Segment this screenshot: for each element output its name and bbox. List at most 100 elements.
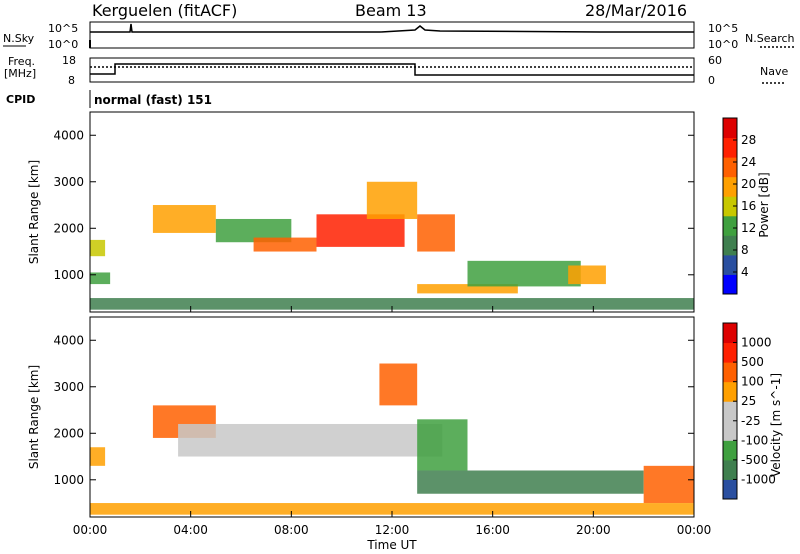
velocity-colorbar-frame bbox=[722, 322, 738, 500]
velocity-colorbar-swatch bbox=[723, 381, 737, 402]
power-echo-region bbox=[90, 272, 111, 285]
power-echo-region bbox=[417, 284, 518, 294]
power-colorbar-swatch bbox=[723, 254, 737, 275]
freq-left-tick-bottom: 8 bbox=[68, 74, 75, 87]
power-echo-region bbox=[215, 218, 292, 243]
freq-label-line1: Freq. bbox=[8, 55, 35, 68]
velocity-y-tick-label: 3000 bbox=[53, 380, 84, 394]
velocity-echo-region bbox=[90, 447, 106, 466]
power-echo-region bbox=[90, 239, 106, 257]
noise-trace bbox=[90, 23, 694, 33]
velocity-echo-region bbox=[417, 470, 644, 494]
power-colorbar-swatch bbox=[723, 274, 737, 295]
power-colorbar-tick-label: 8 bbox=[741, 243, 749, 257]
velocity-y-axis: 1000 2000 3000 4000 bbox=[53, 333, 694, 487]
noise-right-tick-bottom: 10^0 bbox=[708, 38, 738, 51]
velocity-colorbar-tick-label: -500 bbox=[741, 453, 768, 467]
velocity-echo-region bbox=[417, 419, 468, 471]
velocity-colorbar-swatch bbox=[723, 420, 737, 441]
velocity-colorbar-tick-label: -25 bbox=[741, 414, 761, 428]
velocity-colorbar-swatch bbox=[723, 459, 737, 480]
velocity-y-label: Slant Range [km] bbox=[27, 365, 41, 469]
velocity-colorbar-tick-label: 25 bbox=[741, 394, 756, 408]
velocity-colorbar: 1000 500 100 25 -25 -100 -500 -1000 bbox=[722, 322, 776, 500]
time-axis-label: Time UT bbox=[366, 538, 417, 552]
frequency-trace bbox=[90, 63, 694, 76]
velocity-y-tick-label: 1000 bbox=[53, 473, 84, 487]
power-colorbar-swatch bbox=[723, 157, 737, 178]
x-tick-label: 08:00 bbox=[274, 523, 309, 537]
power-echo-region bbox=[152, 205, 216, 233]
noise-right-label: N.Search bbox=[745, 32, 795, 45]
freq-right-tick-top: 60 bbox=[708, 54, 722, 67]
noise-left-tick-bottom: 10^0 bbox=[48, 38, 78, 51]
cpid-value: normal (fast) 151 bbox=[94, 93, 212, 107]
freq-left-tick-top: 18 bbox=[62, 54, 76, 67]
power-echo-region bbox=[253, 237, 317, 252]
station-title: Kerguelen (fitACF) bbox=[92, 1, 237, 20]
power-echo-region bbox=[417, 214, 455, 252]
velocity-y-tick-label: 2000 bbox=[53, 426, 84, 440]
frequency-panel: Freq. [MHz] 18 8 60 0 Nave bbox=[4, 54, 788, 87]
freq-right-tick-bottom: 0 bbox=[708, 74, 715, 87]
noise-left-tick-top: 10^5 bbox=[48, 22, 78, 35]
power-colorbar-swatch bbox=[723, 215, 737, 236]
velocity-colorbar-tick-label: 100 bbox=[741, 375, 764, 389]
power-echo-region bbox=[366, 181, 418, 219]
time-axis: 00:00 04:00 08:00 12:00 16:00 20:00 00:00 bbox=[73, 306, 712, 537]
velocity-colorbar-swatch bbox=[723, 401, 737, 422]
noise-panel: N.Sky 10^5 10^0 10^5 10^0 N.Search bbox=[3, 21, 795, 51]
power-colorbar-tick-label: 16 bbox=[741, 199, 756, 213]
velocity-colorbar-swatch bbox=[723, 440, 737, 461]
velocity-echo-region bbox=[643, 465, 694, 504]
velocity-colorbar-tick-label: 500 bbox=[741, 355, 764, 369]
power-colorbar-tick-label: 24 bbox=[741, 155, 756, 169]
velocity-colorbar-swatch bbox=[723, 342, 737, 363]
power-echoes bbox=[90, 181, 694, 310]
x-tick-label: 00:00 bbox=[73, 523, 108, 537]
velocity-echoes bbox=[90, 363, 694, 515]
power-colorbar-tick-label: 12 bbox=[741, 221, 756, 235]
power-y-tick-label: 2000 bbox=[53, 221, 84, 235]
power-colorbar-swatch bbox=[723, 137, 737, 158]
power-colorbar-swatch bbox=[723, 235, 737, 256]
power-colorbar-label: Power [dB] bbox=[757, 172, 771, 237]
power-y-tick-label: 3000 bbox=[53, 175, 84, 189]
velocity-echo-region bbox=[178, 423, 443, 457]
velocity-y-tick-label: 4000 bbox=[53, 333, 84, 347]
velocity-colorbar-tick-label: 1000 bbox=[741, 336, 772, 350]
power-colorbar-swatch bbox=[723, 118, 737, 139]
x-tick-label: 16:00 bbox=[475, 523, 510, 537]
velocity-colorbar-tick-label: -1000 bbox=[741, 472, 776, 486]
power-y-tick-label: 4000 bbox=[53, 128, 84, 142]
velocity-colorbar-swatch bbox=[723, 323, 737, 344]
x-tick-label: 12:00 bbox=[375, 523, 410, 537]
noise-right-tick-top: 10^5 bbox=[708, 22, 738, 35]
velocity-echo-region bbox=[90, 503, 694, 515]
power-echo-region bbox=[467, 260, 581, 287]
velocity-echo-region bbox=[379, 363, 418, 406]
date-title: 28/Mar/2016 bbox=[585, 1, 687, 20]
cpid-label: CPID bbox=[6, 93, 35, 106]
power-panel: 1000 2000 3000 4000 Slant Range [km] 4 8 12 16… bbox=[27, 111, 771, 313]
power-echo-region bbox=[568, 265, 606, 285]
power-colorbar-swatch bbox=[723, 196, 737, 217]
velocity-colorbar-label: Velocity [m s^-1] bbox=[769, 373, 783, 477]
power-echo-region bbox=[90, 298, 694, 310]
power-y-tick-label: 1000 bbox=[53, 268, 84, 282]
power-echo-region bbox=[316, 214, 405, 247]
power-colorbar-tick-label: 28 bbox=[741, 133, 756, 147]
power-colorbar-swatch bbox=[723, 176, 737, 197]
velocity-colorbar-swatch bbox=[723, 479, 737, 500]
velocity-colorbar-swatch bbox=[723, 362, 737, 383]
x-tick-label: 00:00 bbox=[677, 523, 712, 537]
x-tick-label: 04:00 bbox=[173, 523, 208, 537]
power-y-label: Slant Range [km] bbox=[27, 160, 41, 264]
power-y-axis: 1000 2000 3000 4000 bbox=[53, 128, 694, 282]
freq-label-line2: [MHz] bbox=[4, 67, 36, 80]
power-colorbar: 4 8 12 16 20 24 28 bbox=[722, 117, 756, 295]
noise-left-label: N.Sky bbox=[3, 32, 35, 45]
power-colorbar-tick-label: 20 bbox=[741, 177, 756, 191]
velocity-colorbar-tick-label: -100 bbox=[741, 433, 768, 447]
